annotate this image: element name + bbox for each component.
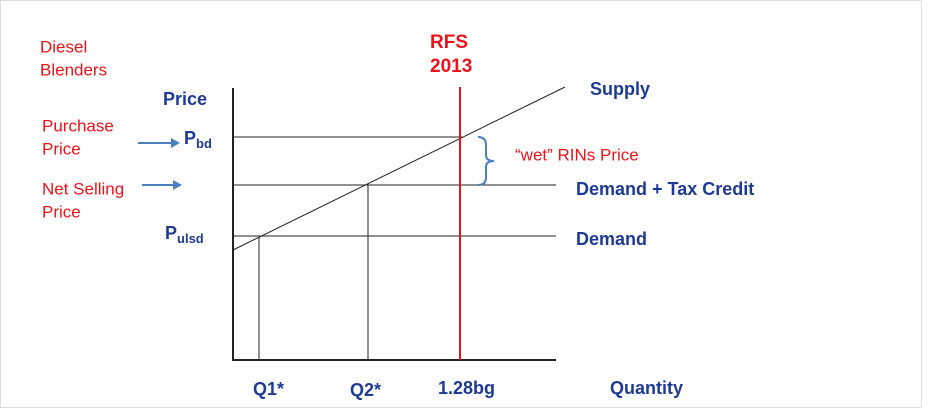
blender-label: Diesel <box>40 37 87 56</box>
rins-label: “wet” RINs Price <box>515 145 639 164</box>
net-selling-label: Price <box>42 202 81 221</box>
p-ulsd: Pulsd <box>165 223 204 247</box>
p-main: P <box>184 128 196 148</box>
x-label: Q1* <box>253 379 284 399</box>
p-sub: ulsd <box>177 231 204 246</box>
y-axis-label: Price <box>163 89 207 109</box>
brace <box>477 136 495 186</box>
p-bd: Pbd <box>184 128 212 152</box>
frame <box>0 0 922 408</box>
blender-label: Blenders <box>40 60 107 79</box>
p-sub: bd <box>196 136 212 151</box>
supply-label: Supply <box>590 79 650 99</box>
rfs-label: RFS <box>430 32 468 53</box>
x-label: 1.28bg <box>438 378 495 398</box>
x-label: Q2* <box>350 380 381 400</box>
x-axis-label: Quantity <box>610 378 683 398</box>
rfs-label: 2013 <box>430 56 472 77</box>
p-main: P <box>165 223 177 243</box>
purchase-label: Price <box>42 139 81 158</box>
arrows <box>138 138 182 190</box>
demand-tax-label: Demand + Tax Credit <box>576 179 754 199</box>
supply-line <box>232 86 566 251</box>
net-selling-label: Net Selling <box>42 179 124 198</box>
demand-label: Demand <box>576 229 647 249</box>
purchase-label: Purchase <box>42 116 114 135</box>
